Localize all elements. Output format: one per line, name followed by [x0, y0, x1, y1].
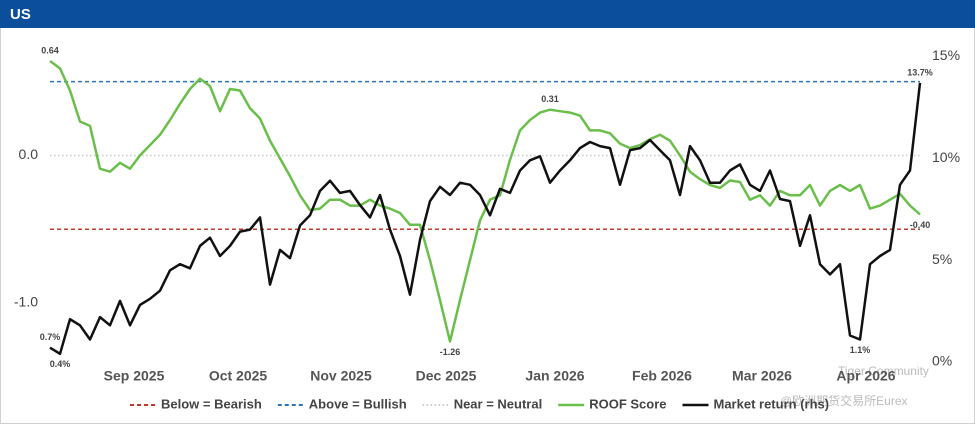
x-tick-label: Sep 2025: [104, 368, 165, 384]
x-tick-label: Mar 2026: [732, 368, 792, 384]
y2-tick-label: 15%: [932, 47, 960, 63]
header-bar: [0, 0, 975, 28]
x-tick-label: Feb 2026: [632, 368, 692, 384]
data-label: 13.7%: [907, 67, 933, 77]
y2-tick-label: 10%: [932, 149, 960, 165]
legend-label: Above = Bullish: [309, 396, 407, 411]
watermark: Tiger Community: [838, 364, 929, 378]
legend-label: Near = Neutral: [454, 396, 543, 411]
series-line: [49, 82, 922, 356]
series-line: [49, 59, 921, 343]
y2-tick-label: 5%: [932, 251, 952, 267]
x-tick-label: Nov 2025: [310, 368, 372, 384]
x-tick-label: Apr 2026: [836, 368, 895, 384]
data-label: 0.31: [541, 94, 559, 104]
legend-label: ROOF Score: [589, 396, 666, 411]
x-tick-label: Jan 2026: [525, 368, 584, 384]
y2-tick-label: 0%: [932, 353, 952, 369]
header-title: US: [10, 6, 31, 23]
data-label: -1.26: [440, 347, 461, 357]
watermark: @欧洲期货交易所Eurex: [780, 393, 908, 408]
legend-label: Below = Bearish: [161, 396, 262, 411]
x-tick-label: Dec 2025: [416, 368, 477, 384]
y-tick-label: 0.0: [19, 146, 39, 162]
x-tick-label: Oct 2025: [209, 368, 268, 384]
data-label: 1.1%: [850, 345, 871, 355]
data-label: -0.40: [910, 220, 931, 230]
legend-label: Market return (rhs): [714, 396, 830, 411]
y-tick-label: -1.0: [14, 294, 38, 310]
data-label: 0.7%: [40, 332, 61, 342]
data-label: 0.4%: [50, 359, 71, 369]
data-label: 0.64: [41, 45, 59, 55]
